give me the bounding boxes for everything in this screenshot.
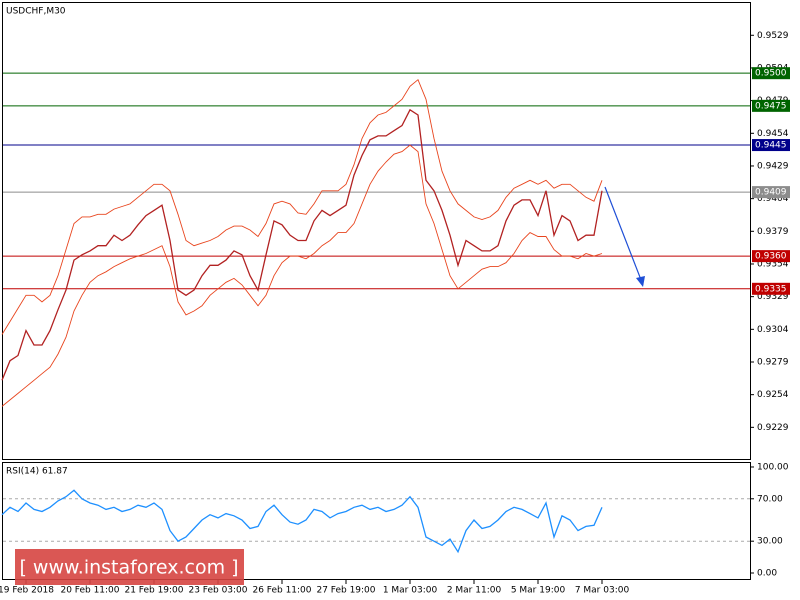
watermark: [ www.instaforex.com ] — [19, 557, 238, 579]
y-tick-label: 0.9254 — [757, 390, 789, 400]
series-line — [1, 108, 603, 381]
level-label-box — [752, 67, 790, 80]
x-tick-label: 23 Feb 03:00 — [188, 586, 247, 596]
x-tick-label: 7 Mar 03:00 — [575, 586, 630, 596]
chart-title: USDCHF,M30 — [6, 7, 66, 17]
watermark-box — [15, 549, 244, 585]
level-label-box — [752, 250, 790, 263]
y-tick-label: 0.9329 — [757, 292, 789, 302]
level-label: 0.9335 — [755, 284, 787, 294]
y-tick-label: 0.9529 — [757, 31, 789, 41]
x-tick-label: 21 Feb 19:00 — [124, 586, 183, 596]
level-label: 0.9500 — [755, 69, 787, 79]
level-label-box — [752, 186, 790, 199]
x-tick-label: 2 Mar 11:00 — [447, 586, 502, 596]
y-tick-label: 0.9229 — [757, 423, 789, 433]
arrow-head — [636, 276, 645, 287]
x-tick-label: 20 Feb 11:00 — [60, 586, 119, 596]
level-label-box — [752, 99, 790, 112]
level-label-box — [752, 139, 790, 152]
y-tick-label: 0.9404 — [757, 194, 789, 204]
rsi-title: RSI(14) 61.87 — [6, 467, 68, 477]
x-tick-label: 19 Feb 2018 — [0, 586, 54, 596]
x-tick-label: 26 Feb 11:00 — [252, 586, 311, 596]
y-tick-label: 0.9454 — [757, 129, 789, 139]
y-tick-label: 0.9304 — [757, 325, 789, 335]
y-tick-label: 0.00 — [757, 569, 777, 579]
y-tick-label: 100.00 — [757, 462, 789, 472]
y-tick-label: 0.9429 — [757, 161, 789, 171]
rsi-frame — [2, 462, 751, 580]
series-line — [1, 144, 603, 407]
y-tick-label: 0.9279 — [757, 357, 789, 367]
series-line — [1, 78, 603, 335]
level-label: 0.9475 — [755, 101, 787, 111]
series-line — [1, 489, 603, 554]
level-label-box — [752, 282, 790, 295]
forecast-arrow — [604, 186, 644, 286]
x-tick-label: 27 Feb 19:00 — [316, 586, 375, 596]
x-tick-label: 1 Mar 03:00 — [383, 586, 438, 596]
x-tick-label: 5 Mar 19:00 — [511, 586, 566, 596]
y-tick-label: 0.9354 — [757, 259, 789, 269]
level-label: 0.9445 — [755, 141, 787, 151]
y-tick-label: 0.9379 — [757, 227, 789, 237]
y-tick-label: 70.00 — [757, 494, 783, 504]
y-tick-label: 30.00 — [757, 537, 783, 547]
level-label: 0.9360 — [755, 252, 787, 262]
level-label: 0.9409 — [755, 188, 787, 198]
